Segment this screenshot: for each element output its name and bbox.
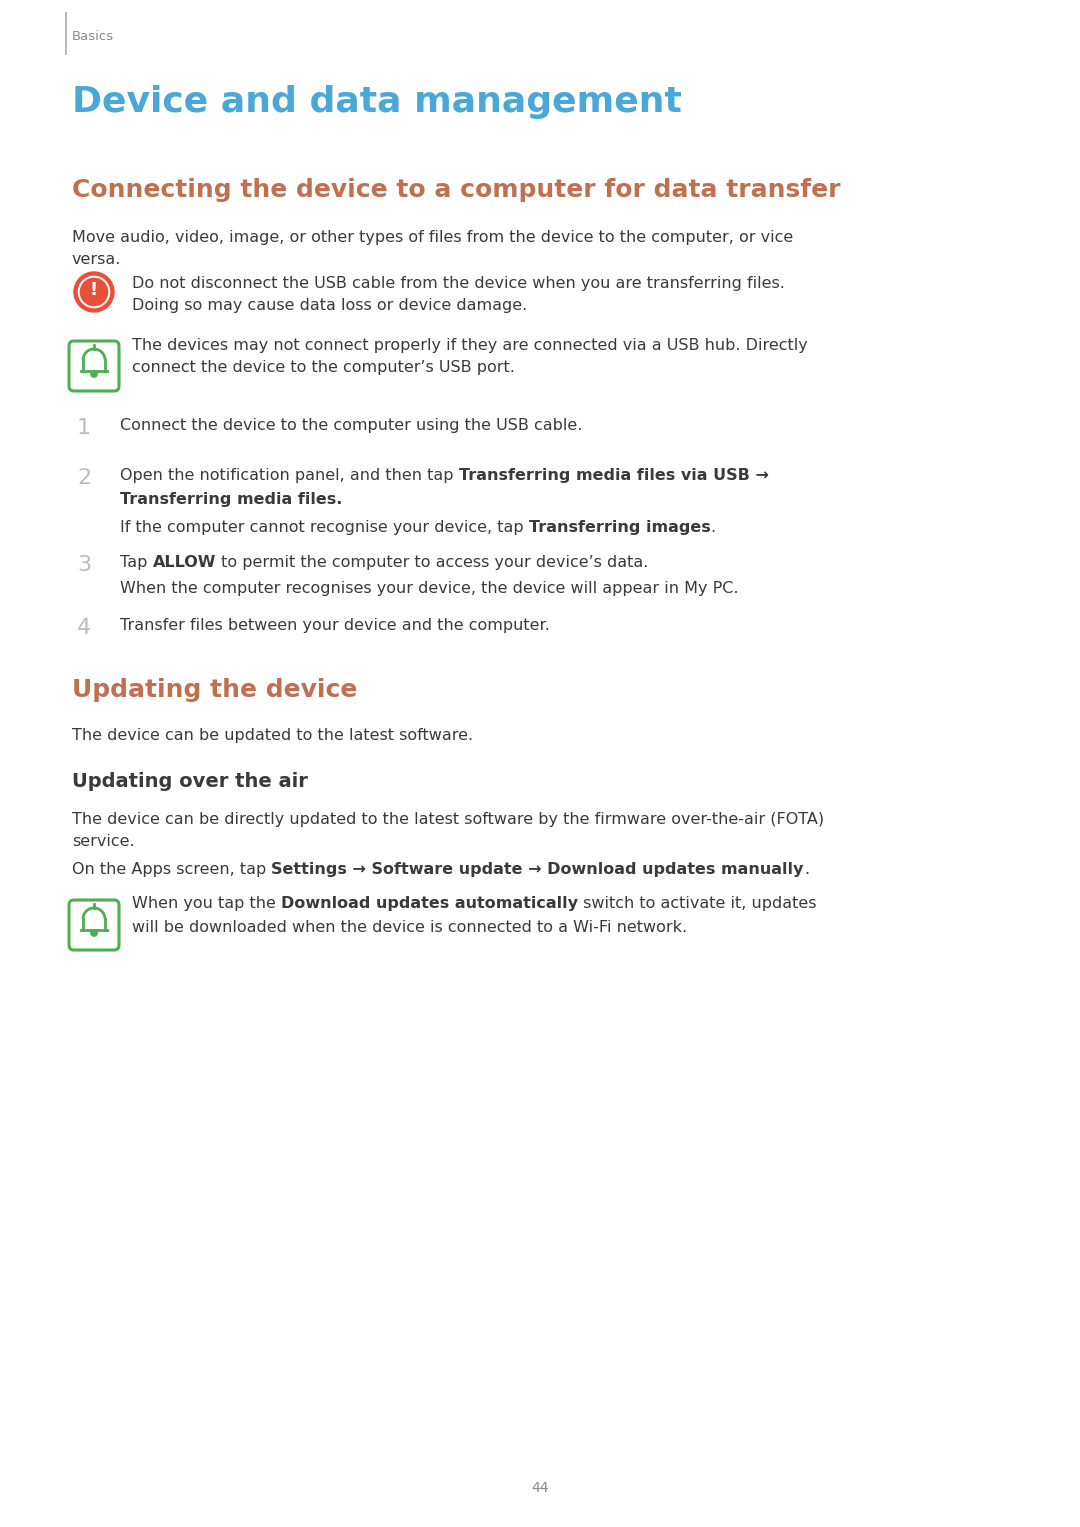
Text: .: . (711, 521, 716, 534)
Text: Move audio, video, image, or other types of files from the device to the compute: Move audio, video, image, or other types… (72, 231, 793, 244)
Text: Do not disconnect the USB cable from the device when you are transferring files.: Do not disconnect the USB cable from the… (132, 276, 785, 292)
Text: versa.: versa. (72, 252, 121, 267)
Text: will be downloaded when the device is connected to a Wi-Fi network.: will be downloaded when the device is co… (132, 919, 687, 935)
Text: Transfer files between your device and the computer.: Transfer files between your device and t… (120, 618, 550, 634)
Text: Device and data management: Device and data management (72, 86, 681, 119)
Text: 3: 3 (77, 554, 91, 576)
Text: When the computer recognises your device, the device will appear in My PC.: When the computer recognises your device… (120, 580, 739, 596)
Text: Transferring media files via USB →: Transferring media files via USB → (459, 467, 769, 483)
Text: connect the device to the computer’s USB port.: connect the device to the computer’s USB… (132, 360, 515, 376)
Text: If the computer cannot recognise your device, tap: If the computer cannot recognise your de… (120, 521, 529, 534)
Text: When you tap the: When you tap the (132, 896, 281, 912)
Circle shape (91, 371, 97, 377)
Text: Transferring media files.: Transferring media files. (120, 492, 342, 507)
Text: !: ! (90, 281, 98, 299)
Text: Doing so may cause data loss or device damage.: Doing so may cause data loss or device d… (132, 298, 527, 313)
FancyBboxPatch shape (69, 341, 119, 391)
Text: Transferring images: Transferring images (529, 521, 711, 534)
Text: ALLOW: ALLOW (152, 554, 216, 570)
Circle shape (91, 930, 97, 936)
Text: Settings → Software update → Download updates manually: Settings → Software update → Download up… (271, 863, 804, 876)
Circle shape (75, 272, 114, 312)
Text: .: . (804, 863, 809, 876)
Text: Open the notification panel, and then tap: Open the notification panel, and then ta… (120, 467, 459, 483)
Text: The device can be directly updated to the latest software by the firmware over-t: The device can be directly updated to th… (72, 812, 824, 828)
Text: 1: 1 (77, 418, 91, 438)
Text: Connecting the device to a computer for data transfer: Connecting the device to a computer for … (72, 179, 840, 202)
Text: On the Apps screen, tap: On the Apps screen, tap (72, 863, 271, 876)
Text: Connect the device to the computer using the USB cable.: Connect the device to the computer using… (120, 418, 582, 434)
Text: Download updates automatically: Download updates automatically (281, 896, 578, 912)
Text: Tap: Tap (120, 554, 152, 570)
Text: service.: service. (72, 834, 135, 849)
Circle shape (80, 278, 108, 305)
FancyBboxPatch shape (69, 899, 119, 950)
Text: switch to activate it, updates: switch to activate it, updates (578, 896, 816, 912)
Text: The device can be updated to the latest software.: The device can be updated to the latest … (72, 728, 473, 744)
Text: 4: 4 (77, 618, 91, 638)
Text: Updating over the air: Updating over the air (72, 773, 308, 791)
Text: to permit the computer to access your device’s data.: to permit the computer to access your de… (216, 554, 648, 570)
Text: Updating the device: Updating the device (72, 678, 357, 702)
Text: 2: 2 (77, 467, 91, 489)
Circle shape (79, 276, 109, 307)
Text: Basics: Basics (72, 31, 114, 43)
Text: 44: 44 (531, 1481, 549, 1495)
Text: The devices may not connect properly if they are connected via a USB hub. Direct: The devices may not connect properly if … (132, 337, 808, 353)
